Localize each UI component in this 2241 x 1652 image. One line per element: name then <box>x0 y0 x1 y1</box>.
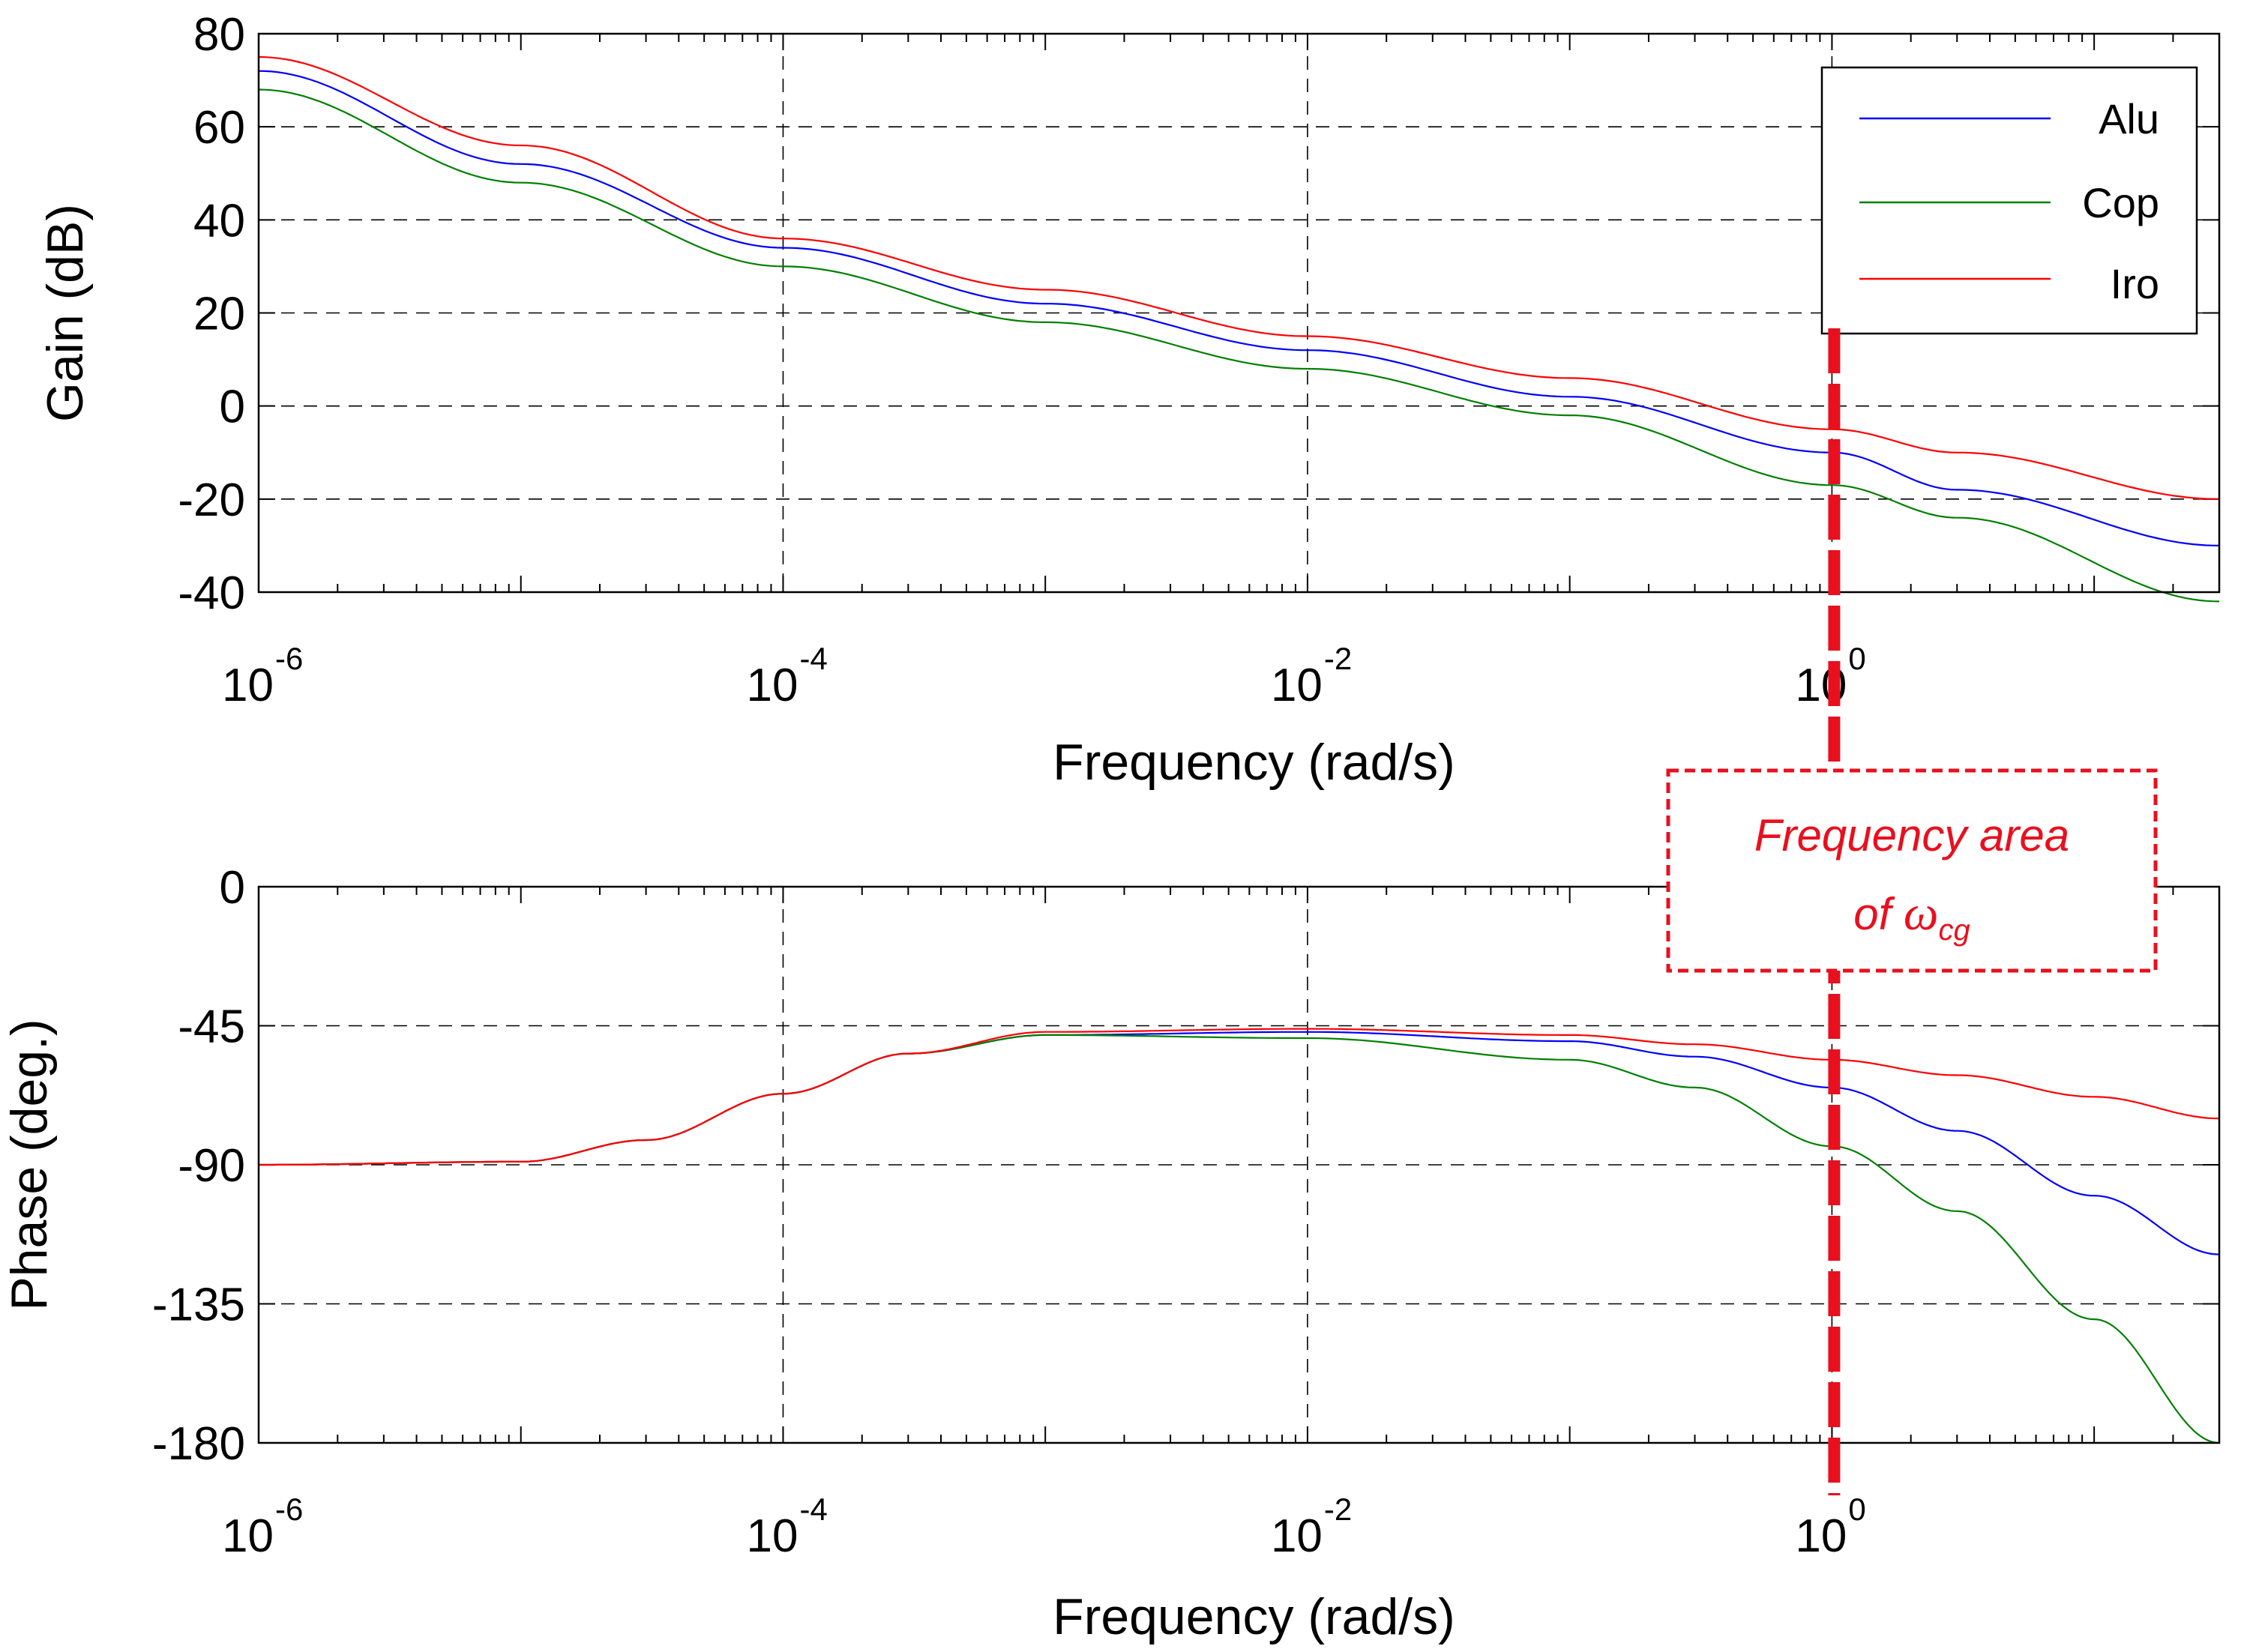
gain-series-iro <box>258 55 2220 500</box>
gain-y-tick-label: 0 <box>220 382 245 433</box>
crossover-annotation: Frequency area of ωcg <box>1666 328 2158 1495</box>
phase-panel: 0-45-90-135-18010-610-410-2100Frequency … <box>1 862 2221 1645</box>
gain-y-tick-label: 80 <box>193 9 245 61</box>
phase-y-tick-label: 0 <box>220 862 245 914</box>
phase-y-tick-label: -45 <box>178 1001 245 1053</box>
annotation-line-2: of ωcg <box>1853 886 1970 947</box>
legend-label-iro: Iro <box>2111 260 2159 307</box>
phase-x-tick-label: 10 <box>1795 1510 1847 1562</box>
gain-y-tick-label: 40 <box>193 195 245 247</box>
annotation-box <box>1666 768 2158 973</box>
phase-y-tick-label: -180 <box>152 1418 245 1470</box>
legend-box <box>1820 66 2198 335</box>
annotation-line-1: Frequency area <box>1754 810 2069 860</box>
phase-x-tick-exponent: -2 <box>1324 1492 1352 1527</box>
gain-x-tick-exponent: 0 <box>1848 641 1865 676</box>
gain-axes-box <box>257 32 2221 594</box>
gain-x-tick-exponent: -2 <box>1324 641 1352 676</box>
gain-x-tick-label: 10 <box>222 660 274 711</box>
gain-x-tick-exponent: -4 <box>799 641 827 676</box>
gain-x-tick-label: 10 <box>746 660 798 711</box>
gain-series-alu <box>258 70 2220 546</box>
phase-y-tick-label: -135 <box>152 1279 245 1331</box>
phase-axes-box <box>257 885 2221 1444</box>
legend-label-alu: Alu <box>2099 95 2159 142</box>
phase-x-tick-label: 10 <box>746 1510 798 1562</box>
gain-x-axis-label: Frequency (rad/s) <box>1053 734 1455 791</box>
phase-x-tick-label: 10 <box>222 1510 274 1562</box>
gain-y-tick-label: 20 <box>193 289 245 340</box>
annotation-omega: ω <box>1904 886 1939 941</box>
annotation-subscript: cg <box>1939 914 1970 947</box>
annotation-of-text: of <box>1853 889 1904 939</box>
phase-series-iro <box>259 1028 2220 1166</box>
gain-y-axis-label: Gain (dB) <box>37 204 94 422</box>
gain-y-tick-label: -40 <box>178 567 245 619</box>
gain-series-cop <box>258 88 2220 603</box>
phase-y-axis-label: Phase (deg.) <box>1 1019 58 1310</box>
legend: Alu Cop Iro <box>1820 66 2198 335</box>
phase-x-tick-exponent: -6 <box>275 1492 303 1527</box>
phase-x-tick-label: 10 <box>1271 1510 1323 1562</box>
phase-x-tick-exponent: -4 <box>799 1492 827 1527</box>
gain-x-tick-exponent: -6 <box>275 641 303 676</box>
legend-label-cop: Cop <box>2082 179 2159 226</box>
phase-x-tick-exponent: 0 <box>1848 1492 1865 1527</box>
gain-y-tick-label: -20 <box>178 474 245 526</box>
phase-x-axis-label: Frequency (rad/s) <box>1053 1588 1455 1645</box>
gain-x-tick-label: 10 <box>1271 660 1323 711</box>
phase-y-tick-label: -90 <box>178 1140 245 1192</box>
gain-y-tick-label: 60 <box>193 102 245 154</box>
